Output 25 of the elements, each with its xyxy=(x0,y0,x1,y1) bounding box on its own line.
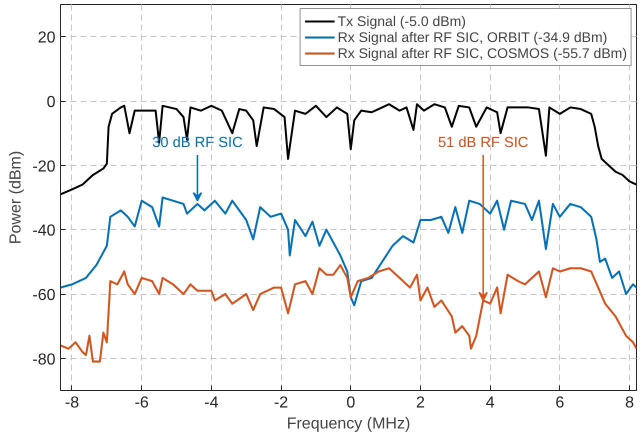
legend-label: Rx Signal after RF SIC, COSMOS (-55.7 dBm) xyxy=(338,45,627,61)
x-tick-label: -2 xyxy=(274,394,288,412)
x-tick-label: 0 xyxy=(346,394,356,412)
x-tick-label: -8 xyxy=(64,394,80,412)
legend-label: Rx Signal after RF SIC, ORBIT (-34.9 dBm) xyxy=(338,29,608,45)
legend-label: Tx Signal (-5.0 dBm) xyxy=(338,13,466,29)
annotation: 51 dB RF SIC xyxy=(438,135,529,152)
y-tick-label: -40 xyxy=(32,222,56,240)
y-tick-label: 0 xyxy=(46,94,56,111)
line-series xyxy=(60,196,636,306)
x-axis-title: Frequency (MHz) xyxy=(286,416,410,432)
annotation: 30 dB RF SIC xyxy=(152,135,244,152)
y-tick-label: -20 xyxy=(32,158,56,176)
x-tick-label: -4 xyxy=(204,394,219,412)
y-tick-label: -60 xyxy=(32,287,56,304)
x-tick-label: 8 xyxy=(625,394,634,412)
y-tick-label: 20 xyxy=(38,30,56,47)
x-tick-label: 6 xyxy=(555,394,564,412)
x-tick-label: -6 xyxy=(134,394,149,412)
x-tick-label: 2 xyxy=(416,394,426,412)
line-series xyxy=(60,264,636,363)
line-series xyxy=(60,103,636,196)
y-axis-title: Power (dBm) xyxy=(7,150,24,244)
x-tick-label: 4 xyxy=(486,394,495,412)
y-tick-label: -80 xyxy=(32,351,56,368)
